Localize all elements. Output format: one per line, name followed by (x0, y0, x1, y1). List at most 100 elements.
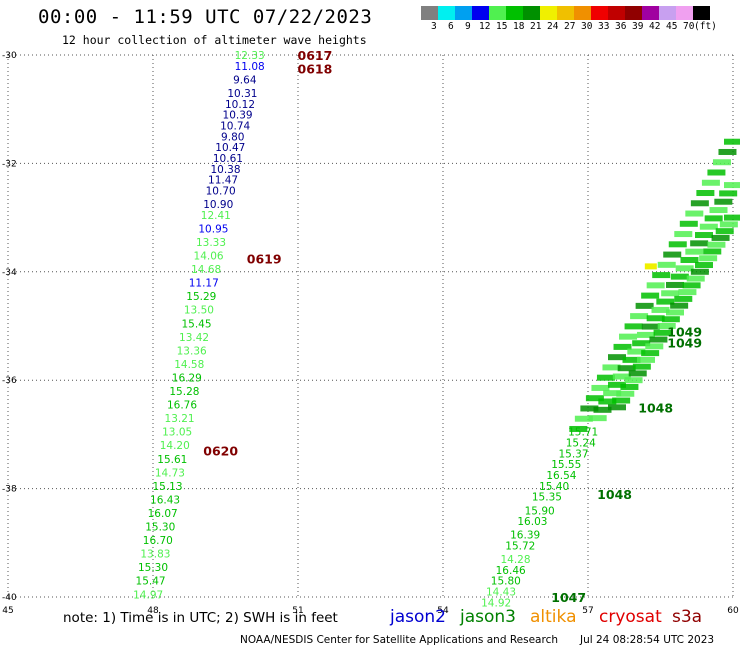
legend-labels: 3 6 9 12 15 18 21 24 27 30 33 36 39 42 45 70 (ft) (421, 20, 717, 34)
track-segment (620, 383, 639, 390)
track-segment (622, 356, 641, 363)
track-segment (670, 273, 689, 280)
track-segment (645, 343, 664, 350)
legend-swatch (557, 6, 574, 20)
track-segment (714, 198, 733, 205)
legend-label: 3 (431, 21, 437, 32)
swh-value-label: 14.28 (500, 554, 530, 566)
swh-value-label: 15.61 (157, 454, 187, 466)
legend-label: 42 (649, 21, 661, 32)
track-segment (674, 231, 693, 238)
swh-value-label: 13.83 (140, 549, 170, 561)
track-segment (715, 228, 734, 235)
swh-value-label: 15.90 (525, 505, 555, 517)
legend-label: 36 (615, 21, 627, 32)
track-segment (569, 425, 588, 432)
track-segment (630, 313, 649, 320)
pass-id-label: 1047 (551, 590, 586, 605)
track-segment (608, 404, 626, 411)
track-segment (641, 292, 660, 299)
track-segment (704, 215, 723, 222)
track-segment (602, 364, 621, 371)
swh-value-label: 12.33 (235, 50, 265, 62)
track-highlight (644, 263, 657, 270)
legend-swatch (574, 6, 591, 20)
track-segment (661, 290, 680, 297)
legend-label: 21 (530, 21, 542, 32)
track-segment (574, 415, 593, 422)
longitude-label: 54 (437, 606, 449, 616)
track-segment (591, 384, 610, 391)
swh-value-label: 14.58 (174, 359, 204, 371)
track-segment (678, 289, 697, 296)
legend-swatch (438, 6, 455, 20)
swh-value-label: 9.80 (221, 131, 244, 143)
legend-swatches (421, 6, 710, 20)
longitude-labels: 45 48 51 54 57 60 (2, 606, 739, 616)
swh-value-label: 10.39 (223, 110, 253, 122)
map-subtitle: 12 hour collection of altimeter wave hei… (62, 33, 367, 47)
track-segment (666, 281, 684, 288)
swh-value-label: 15.24 (566, 438, 596, 450)
color-legend: 3 6 9 12 15 18 21 24 27 30 33 36 39 42 45 70 (ft) (421, 6, 717, 34)
latitude-label: -30 (2, 51, 17, 61)
footer-timestamp: Jul 24 08:28:54 UTC 2023 (580, 634, 715, 646)
track-segment (701, 179, 720, 186)
longitude-label: 48 (147, 606, 159, 616)
swh-value-label: 11.17 (189, 278, 219, 290)
track-segment (649, 336, 668, 343)
legend-swatch (625, 6, 642, 20)
latitude-labels: -30 -32 -34 -36 -38 -40 (2, 51, 17, 603)
track-segment (632, 340, 651, 347)
track-segment (603, 390, 622, 397)
track-segment (696, 190, 715, 197)
legend-swatch (659, 6, 676, 20)
swh-track-points: 12.3311.089.6410.3110.1210.3910.749.8010… (133, 50, 598, 609)
track-segment (612, 397, 631, 404)
track-segment (707, 169, 726, 176)
track-segment (635, 302, 654, 309)
track-segment (663, 251, 682, 258)
track-segment (585, 395, 604, 402)
track-segment (686, 275, 705, 282)
track-segment (719, 221, 738, 228)
swh-value-label: 10.70 (206, 186, 236, 198)
track-segment (588, 415, 607, 422)
swh-value-label: 15.47 (136, 576, 166, 588)
track-segment (718, 148, 737, 155)
swh-value-label: 10.95 (198, 223, 228, 235)
track-segment (724, 138, 740, 145)
dense-diagonal-tracks (569, 138, 740, 432)
track-segment (651, 306, 670, 313)
swh-value-label: 10.90 (203, 199, 233, 211)
track-segment (724, 214, 740, 221)
legend-swatch (523, 6, 540, 20)
map-title: 00:00 - 11:59 UTC 07/22/2023 (38, 6, 373, 28)
legend-swatch (591, 6, 608, 20)
track-segment (652, 272, 671, 279)
latitude-label: -40 (2, 593, 17, 603)
legend-label: 30 (581, 21, 593, 32)
swh-value-label: 14.20 (160, 440, 190, 452)
track-segment (666, 309, 684, 316)
footer-agency: NOAA/NESDIS Center for Satellite Applica… (240, 634, 558, 646)
track-segment (657, 323, 676, 329)
legend-label: 15 (496, 21, 508, 32)
swh-value-label: 15.13 (152, 481, 182, 493)
footnote: note: 1) Time is in UTC; 2) SWH is in fe… (63, 610, 338, 626)
track-segment (661, 316, 680, 323)
swh-value-label: 13.05 (162, 427, 192, 439)
track-segment (608, 354, 626, 361)
swh-value-label: 15.28 (169, 386, 199, 398)
track-segment (619, 333, 638, 340)
track-segment (632, 363, 651, 370)
track-segment (637, 356, 655, 363)
track-segment (628, 370, 647, 377)
track-segment (617, 365, 636, 372)
track-segment (624, 377, 643, 384)
swh-value-label: 15.30 (138, 562, 168, 574)
track-segment (646, 315, 665, 322)
legend-swatch (608, 6, 625, 20)
legend-swatch (472, 6, 489, 20)
